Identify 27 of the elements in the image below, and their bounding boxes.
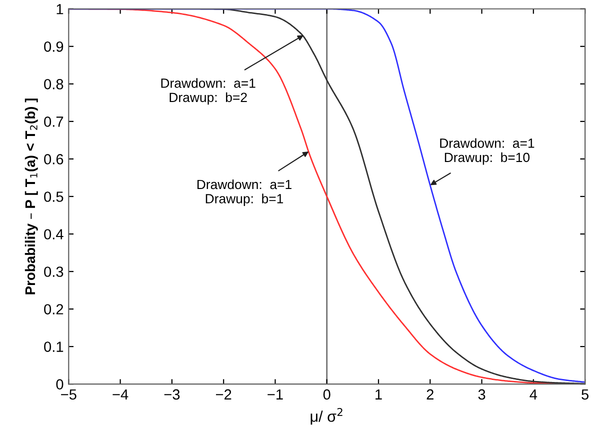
y-tick-label: 0.7 — [44, 116, 64, 127]
x-tick-label: 4 — [530, 389, 538, 400]
annotation: Drawdown: a=1 Drawup: b=1 — [197, 179, 292, 206]
x-tick-label: 2 — [426, 389, 434, 400]
x-tick-label: −4 — [112, 389, 128, 400]
x-tick-label: −5 — [61, 389, 76, 400]
x-tick-label: 1 — [376, 389, 382, 400]
x-tick-label: −1 — [268, 389, 283, 400]
x-tick-label: 3 — [478, 389, 486, 400]
y-tick-label: 0.1 — [44, 342, 64, 352]
y-tick-label: 0.2 — [44, 304, 64, 314]
x-tick-label: −2 — [216, 389, 232, 400]
y-tick-label: 0.3 — [44, 266, 64, 277]
y-tick-label: 0.9 — [44, 42, 64, 52]
y-tick-label: 0.8 — [44, 79, 64, 90]
x-tick-label: −3 — [164, 389, 180, 400]
y-tick-label: 0.6 — [44, 154, 64, 164]
y-tick-label: 0.5 — [44, 192, 64, 202]
y-tick-label: 1 — [56, 4, 64, 14]
annotation: Drawdown: a=1 Drawup: b=2 — [161, 78, 256, 105]
y-axis-title: Probability – P [ T$_{1}$(a) < T$_{2}$(b) ] — [24, 98, 38, 294]
y-tick-label: 0.4 — [44, 229, 64, 240]
x-tick-label: 5 — [582, 389, 589, 400]
x-axis-title: μ/ σ$^{2}$ — [310, 408, 342, 425]
x-tick-label: 0 — [323, 389, 330, 400]
annotation: Drawdown: a=1 Drawup: b=10 — [440, 138, 534, 165]
y-tick-label: 0 — [56, 379, 64, 390]
